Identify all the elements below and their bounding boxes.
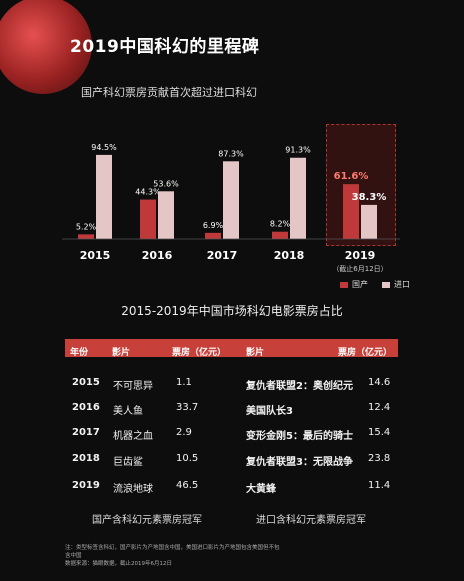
data-label: 94.5% (91, 143, 117, 152)
x-tick-label: 2019 (345, 249, 376, 262)
cell-im-film: 复仇者联盟3：无限战争 (246, 457, 353, 468)
data-label: 53.6% (153, 179, 179, 188)
bar-imported (96, 154, 112, 239)
data-label: 87.3% (218, 149, 244, 158)
note-line-2: 含中国 (65, 553, 82, 559)
bar-imported (223, 161, 239, 239)
cell-cn-film: 不可思异 (113, 381, 153, 392)
cell-im-film: 复仇者联盟2：奥创纪元 (246, 381, 353, 392)
cell-im-box: 15.4 (368, 427, 391, 438)
x-tick-label: 2016 (142, 249, 173, 262)
bar-domestic (78, 234, 94, 239)
cell-im-box: 23.8 (368, 453, 391, 464)
cell-cn-film: 巨齿鲨 (113, 457, 143, 468)
bar-imported (290, 157, 306, 239)
cell-im-box: 12.4 (368, 402, 391, 413)
cell-cn-film: 流浪地球 (113, 484, 153, 495)
x-tick-label: 2017 (207, 249, 238, 262)
legend-swatch-imported (382, 281, 390, 288)
cell-year: 2015 (72, 377, 100, 388)
note-source: 数据来源：猫眼数据，截止2019年6月12日 (65, 561, 172, 567)
note-line-1: 注：类型标签含科幻，国产影片为产地国含中国，美国进口影片为产地国包含美国但不包 (65, 545, 280, 551)
x-tick-note: （截止6月12日） (332, 264, 387, 273)
data-label: 38.3% (352, 192, 387, 203)
bar-imported (158, 191, 174, 239)
data-label: 5.2% (76, 222, 97, 231)
cell-cn-box: 10.5 (176, 453, 199, 464)
data-label: 61.6% (334, 171, 369, 182)
cell-im-film: 大黄蜂 (246, 484, 276, 495)
chart-legend: 国产 进口 (340, 279, 410, 290)
cell-cn-box: 33.7 (176, 402, 199, 413)
data-label: 91.3% (285, 146, 311, 155)
table-header-bar (65, 339, 398, 357)
decorative-red-circle (0, 0, 92, 94)
cell-im-box: 11.4 (368, 480, 391, 491)
cell-cn-film: 机器之血 (113, 431, 153, 442)
header-domestic-film: 影片 (112, 348, 131, 358)
x-tick-label: 2018 (274, 249, 305, 262)
x-tick-label: 2015 (80, 249, 111, 262)
caption-domestic: 国产含科幻元素票房冠军 (92, 515, 202, 526)
bar-domestic (343, 184, 359, 239)
cell-cn-box: 46.5 (176, 480, 199, 491)
cell-year: 2019 (72, 480, 100, 491)
bar-domestic (205, 232, 221, 239)
header-imported-film: 影片 (246, 348, 265, 358)
bar-imported (361, 204, 377, 239)
cell-im-box: 14.6 (368, 377, 391, 388)
header-year: 年份 (70, 348, 89, 358)
table-title: 2015-2019年中国市场科幻电影票房占比 (121, 304, 343, 318)
caption-imported: 进口含科幻元素票房冠军 (256, 515, 366, 526)
legend-label-domestic: 国产 (352, 280, 368, 289)
data-label: 6.9% (203, 221, 224, 230)
bar-domestic (140, 199, 156, 239)
header-imported-box: 票房（亿元） (338, 348, 393, 358)
cell-cn-film: 美人鱼 (113, 406, 143, 417)
cell-cn-box: 1.1 (176, 377, 192, 388)
bar-domestic (272, 231, 288, 239)
cell-year: 2018 (72, 453, 100, 464)
cell-cn-box: 2.9 (176, 427, 192, 438)
data-label: 8.2% (270, 220, 291, 229)
chart-title: 国产科幻票房贡献首次超过进口科幻 (81, 86, 257, 99)
cell-im-film: 美国队长3 (246, 406, 293, 417)
cell-year: 2016 (72, 402, 100, 413)
header-domestic-box: 票房（亿元） (172, 348, 227, 358)
legend-swatch-domestic (340, 281, 348, 288)
data-label: 44.3% (135, 188, 161, 197)
cell-year: 2017 (72, 427, 100, 438)
footnotes: 注：类型标签含科幻，国产影片为产地国含中国，美国进口影片为产地国包含美国但不包 … (65, 544, 280, 568)
bar-chart: 5.2% 94.5% 2015 44.3%53.6% 2016 6.9% 87.3% 2017… (62, 143, 400, 273)
page-title: 2019中国科幻的里程碑 (70, 37, 260, 57)
legend-label-imported: 进口 (394, 280, 410, 289)
cell-im-film: 变形金刚5：最后的骑士 (246, 431, 353, 442)
